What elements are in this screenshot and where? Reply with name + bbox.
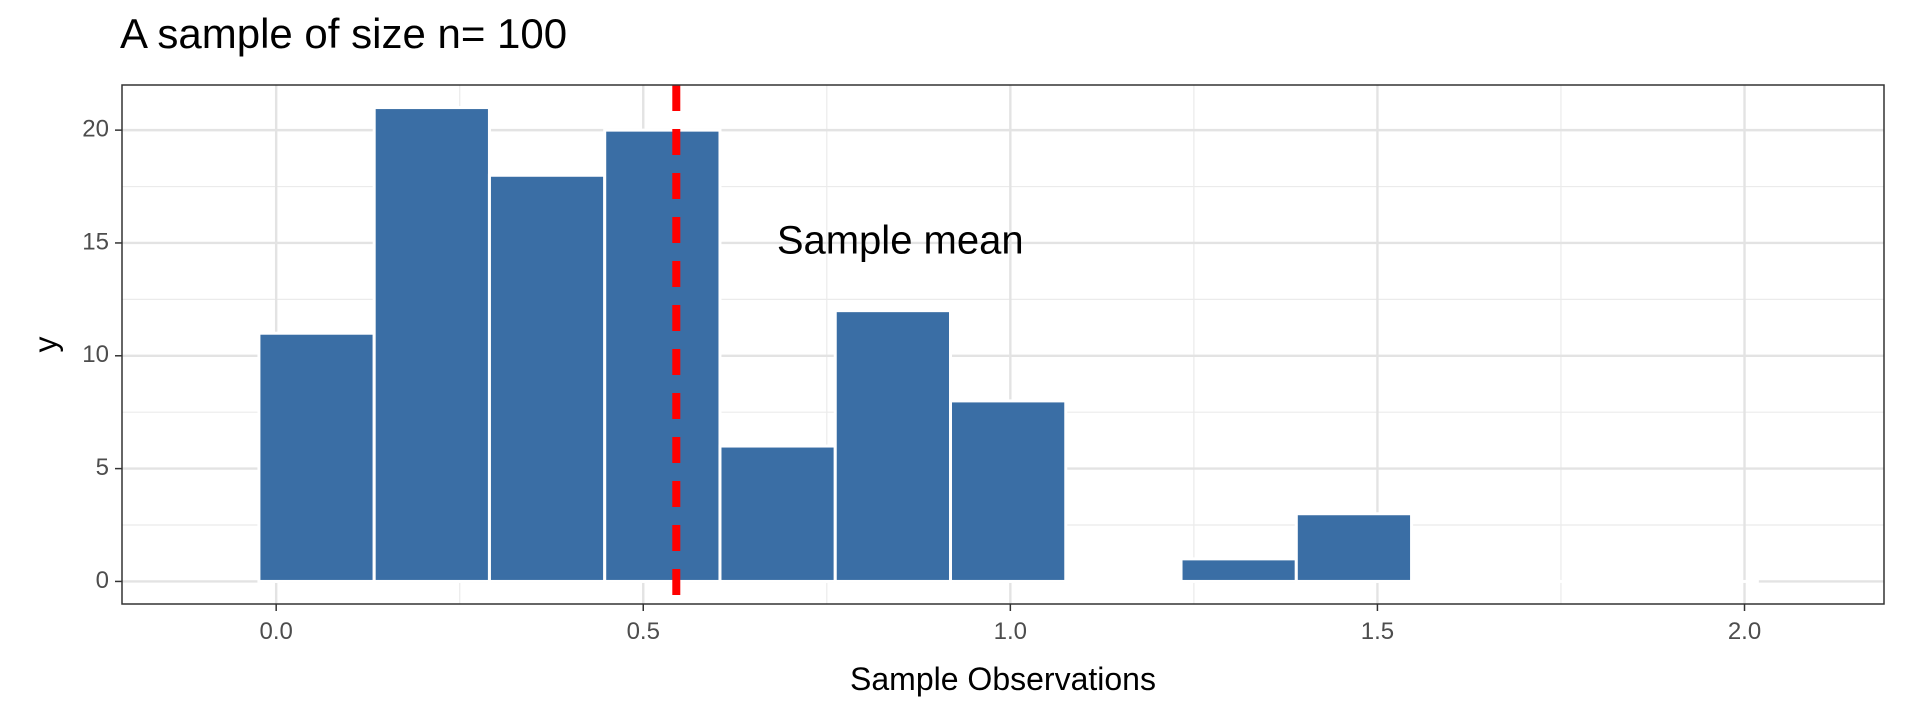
y-tick-label: 20 xyxy=(82,115,109,142)
histogram-bar xyxy=(1179,557,1298,583)
chart-title: A sample of size n= 100 xyxy=(120,10,568,57)
sample-mean-annotation: Sample mean xyxy=(777,219,1024,263)
histogram-bar xyxy=(487,173,607,583)
histogram-bar xyxy=(257,331,376,583)
y-tick-label: 15 xyxy=(82,228,109,255)
x-axis-title: Sample Observations xyxy=(850,661,1156,697)
bars xyxy=(257,106,1759,583)
histogram-bar xyxy=(718,444,837,583)
y-tick-label: 5 xyxy=(96,454,109,481)
histogram-bar xyxy=(372,106,491,583)
histogram-bar xyxy=(949,399,1068,583)
x-tick-label: 1.0 xyxy=(994,618,1027,645)
histogram-bar xyxy=(1294,512,1414,583)
y-tick-label: 10 xyxy=(82,341,109,368)
x-tick-label: 2.0 xyxy=(1728,618,1761,645)
x-tick-label: 0.5 xyxy=(627,618,660,645)
y-tick-label: 0 xyxy=(96,567,109,594)
histogram-bar xyxy=(603,128,722,583)
histogram-bar xyxy=(833,309,953,583)
panel-border xyxy=(121,84,1885,605)
x-tick-label: 1.5 xyxy=(1361,618,1394,645)
x-tick-label: 0.0 xyxy=(259,618,292,645)
y-axis-title: y xyxy=(27,337,63,353)
ticks: 0.0 0.5 1.0 1.5 2.0 0 5 10 15 20 xyxy=(82,115,1761,645)
annotations: Sample mean xyxy=(777,219,1024,263)
